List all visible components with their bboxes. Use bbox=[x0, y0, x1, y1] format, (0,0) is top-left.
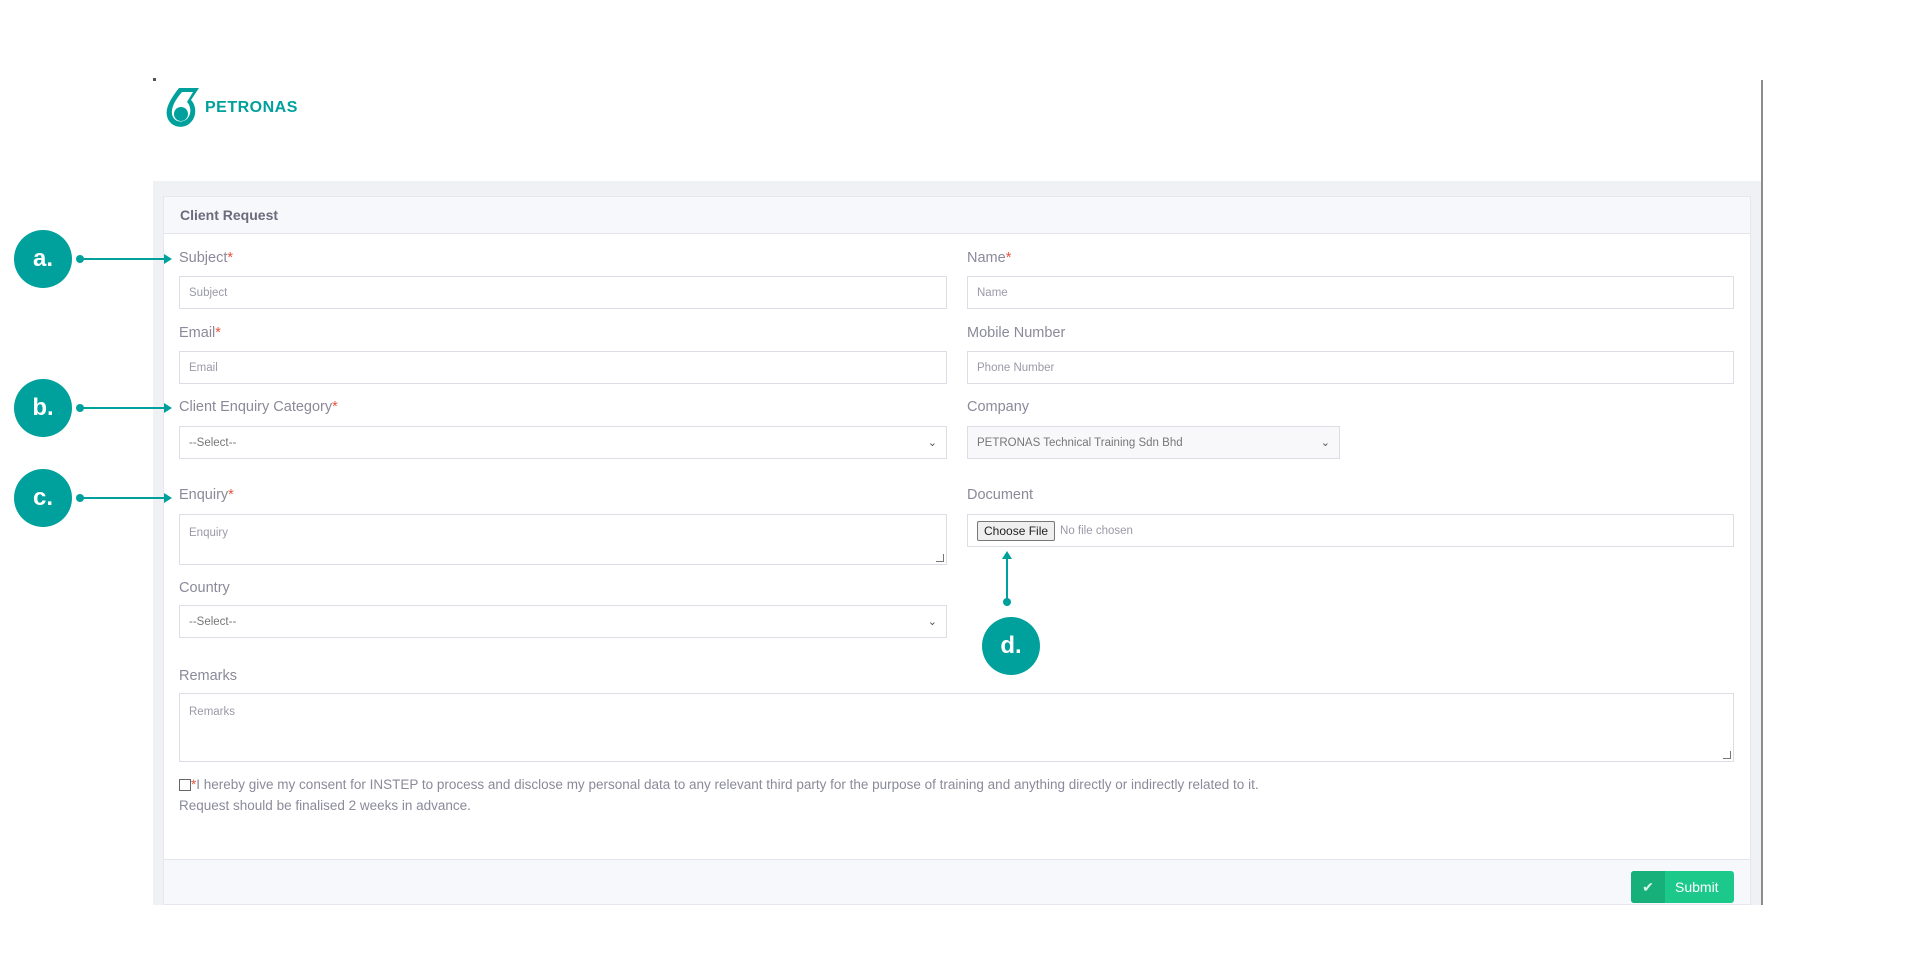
annotation-dot bbox=[1003, 598, 1011, 606]
arrow-right-icon bbox=[164, 493, 172, 503]
chevron-down-icon: ⌄ bbox=[927, 437, 937, 449]
client-request-card: Client Request bbox=[163, 196, 1751, 905]
choose-file-button[interactable]: Choose File bbox=[977, 520, 1056, 541]
document-label: Document bbox=[967, 487, 1034, 503]
card-header: Client Request bbox=[164, 197, 1750, 234]
petronas-logo: PETRONAS bbox=[165, 86, 298, 130]
brand-name: PETRONAS bbox=[205, 99, 298, 116]
consent-row: *I hereby give my consent for INSTEP to … bbox=[179, 777, 1259, 792]
annotation-b: b. bbox=[14, 379, 72, 437]
subject-label: Subject* bbox=[179, 250, 234, 266]
scrollbar[interactable] bbox=[1761, 80, 1763, 905]
submit-button[interactable]: ✔ Submit bbox=[1631, 871, 1734, 903]
document-file-input[interactable]: Choose File No file chosen bbox=[967, 514, 1734, 547]
name-input[interactable]: Name bbox=[967, 276, 1734, 309]
card-title: Client Request bbox=[180, 207, 279, 223]
consent-text: I hereby give my consent for INSTEP to p… bbox=[196, 777, 1259, 792]
enquiry-label: Enquiry* bbox=[179, 487, 234, 503]
resize-handle-icon[interactable] bbox=[936, 554, 944, 562]
chevron-down-icon: ⌄ bbox=[1320, 437, 1330, 449]
company-label: Company bbox=[967, 399, 1030, 415]
advance-note: Request should be finalised 2 weeks in a… bbox=[179, 798, 471, 813]
name-label: Name* bbox=[967, 250, 1012, 266]
annotation-line bbox=[80, 497, 164, 499]
country-select[interactable]: --Select-- ⌄ bbox=[179, 605, 947, 638]
annotation-line bbox=[80, 258, 164, 260]
country-label: Country bbox=[179, 580, 230, 596]
card-footer bbox=[164, 859, 1750, 904]
remarks-textarea[interactable]: Remarks bbox=[179, 693, 1734, 762]
enquiry-textarea[interactable]: Enquiry bbox=[179, 514, 947, 565]
email-label: Email* bbox=[179, 325, 221, 341]
arrow-right-icon bbox=[164, 403, 172, 413]
category-select[interactable]: --Select-- ⌄ bbox=[179, 426, 947, 459]
annotation-a: a. bbox=[14, 230, 72, 288]
check-icon: ✔ bbox=[1631, 871, 1665, 903]
resize-handle-icon[interactable] bbox=[1723, 751, 1731, 759]
mobile-label: Mobile Number bbox=[967, 325, 1066, 341]
annotation-line bbox=[1006, 558, 1008, 600]
company-select[interactable]: PETRONAS Technical Training Sdn Bhd ⌄ bbox=[967, 426, 1340, 459]
file-status: No file chosen bbox=[1060, 524, 1133, 537]
annotation-c: c. bbox=[14, 469, 72, 527]
category-label: Client Enquiry Category* bbox=[179, 399, 338, 415]
corner-mark bbox=[153, 78, 156, 81]
consent-checkbox[interactable] bbox=[179, 779, 191, 792]
arrow-right-icon bbox=[164, 254, 172, 264]
mobile-input[interactable]: Phone Number bbox=[967, 351, 1734, 384]
chevron-down-icon: ⌄ bbox=[927, 616, 937, 628]
subject-input[interactable]: Subject bbox=[179, 276, 947, 309]
remarks-label: Remarks bbox=[179, 668, 238, 684]
email-input[interactable]: Email bbox=[179, 351, 947, 384]
annotation-d: d. bbox=[982, 617, 1040, 675]
arrow-up-icon bbox=[1002, 551, 1012, 559]
annotation-line bbox=[80, 407, 164, 409]
petronas-drop-icon bbox=[166, 88, 199, 127]
